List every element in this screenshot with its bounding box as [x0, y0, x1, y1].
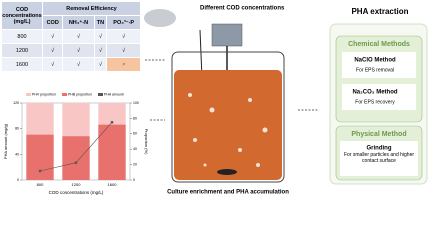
y2-tick-label: 60 — [133, 132, 137, 136]
point — [74, 161, 78, 164]
y-axis-label: PHA amount (mg/g) — [3, 123, 8, 159]
cloud — [144, 9, 176, 27]
liquid — [174, 70, 282, 180]
y2-axis-label: Proportion (%) — [144, 129, 149, 155]
table-row: 800 √ √ √ √ — [1, 29, 141, 44]
bar-segment — [98, 124, 126, 180]
table-cell: √ — [106, 43, 141, 58]
table-cell: × — [106, 57, 141, 72]
table-cell: 1600 — [1, 57, 43, 72]
extraction-title: PHA extraction — [351, 7, 408, 16]
x-tick-label: 800 — [37, 182, 44, 187]
bubbles — [188, 93, 268, 167]
table-cell: √ — [93, 29, 108, 44]
table-header: COD concentrations (mg/L) — [1, 1, 43, 30]
table-cell: 800 — [1, 29, 43, 44]
motor — [211, 23, 243, 47]
purpose-wrap: For smaller particles and higher contact… — [343, 152, 415, 164]
impeller — [217, 169, 237, 175]
method-name: NaClO Method — [354, 58, 396, 64]
method-box — [342, 84, 416, 110]
reactor-caption: Culture enrichment and PHA accumulation — [167, 190, 289, 196]
x-axis-label: COD concentrations (mg/L) — [49, 190, 104, 195]
legend-swatch — [62, 93, 67, 96]
y2-tick-label: 80 — [133, 116, 137, 120]
method-purpose: For EPS removal — [356, 67, 394, 73]
table-cell: √ — [93, 57, 108, 72]
table-row: 1200 √ √ √ √ — [1, 43, 141, 58]
table-header: Removal Efficiency — [42, 1, 141, 16]
arrows — [145, 59, 318, 121]
table-subheader: NH₄⁺-N — [62, 15, 95, 30]
method-name: Grinding — [367, 146, 392, 152]
y-tick-label: 80 — [15, 127, 19, 131]
table-cell: 1200 — [1, 43, 43, 58]
x-tick-label: 1200 — [72, 182, 82, 187]
table-cell: √ — [41, 29, 64, 44]
point — [110, 121, 114, 124]
table-row: 1600 √ √ √ × — [1, 57, 141, 72]
y-tick-label: 40 — [15, 152, 19, 156]
legend-label: PHA amount — [104, 92, 124, 96]
table-cell: √ — [62, 29, 95, 44]
feed-label: Different COD concentrations — [200, 6, 285, 12]
legend-swatch — [98, 93, 103, 96]
method-box — [340, 141, 418, 176]
bar-segment — [26, 103, 54, 135]
table-subheader: TN — [93, 15, 108, 30]
y-tick-label: 120 — [13, 101, 19, 105]
y2-tick-label: 20 — [133, 163, 137, 167]
table-subheader: PO₄³⁻-P — [106, 15, 141, 30]
table-cell: √ — [62, 57, 95, 72]
legend-swatch — [26, 93, 31, 96]
chemical-title: Chemical Methods — [348, 41, 410, 48]
y2-tick-label: 100 — [133, 101, 139, 105]
legend-label: PHV proportion — [32, 92, 56, 96]
table-subheader: COD — [41, 15, 64, 30]
method-box — [342, 52, 416, 78]
y2-tick-label: 0 — [133, 178, 135, 182]
method-name: Na₂CO₃ Method — [352, 90, 397, 96]
table-cell: √ — [93, 43, 108, 58]
legend-label: PHB proportion — [68, 92, 92, 96]
table-cell: √ — [41, 57, 64, 72]
y-tick-label: 0 — [17, 178, 19, 182]
bar-segment — [98, 103, 126, 125]
vessel — [171, 51, 285, 183]
y2-tick-label: 40 — [133, 147, 137, 151]
method-purpose: For EPS recovery — [355, 99, 395, 105]
table-cell: √ — [106, 29, 141, 44]
method-purpose: For smaller particles and higher contact… — [343, 152, 415, 164]
x-tick-label: 1600 — [108, 182, 118, 187]
table-cell: √ — [62, 43, 95, 58]
bar-segment — [62, 136, 90, 180]
physical-title: Physical Method — [351, 131, 406, 138]
point — [38, 169, 42, 173]
bar-segment — [26, 134, 54, 180]
table-cell: √ — [41, 43, 64, 58]
bar-segment — [62, 103, 90, 137]
graphic: Different COD concentrations Culture enr… — [3, 6, 428, 196]
page: Different COD concentrations Culture enr… — [1, 1, 428, 196]
removal-table: COD concentrations (mg/L) Removal Effici… — [1, 1, 141, 72]
